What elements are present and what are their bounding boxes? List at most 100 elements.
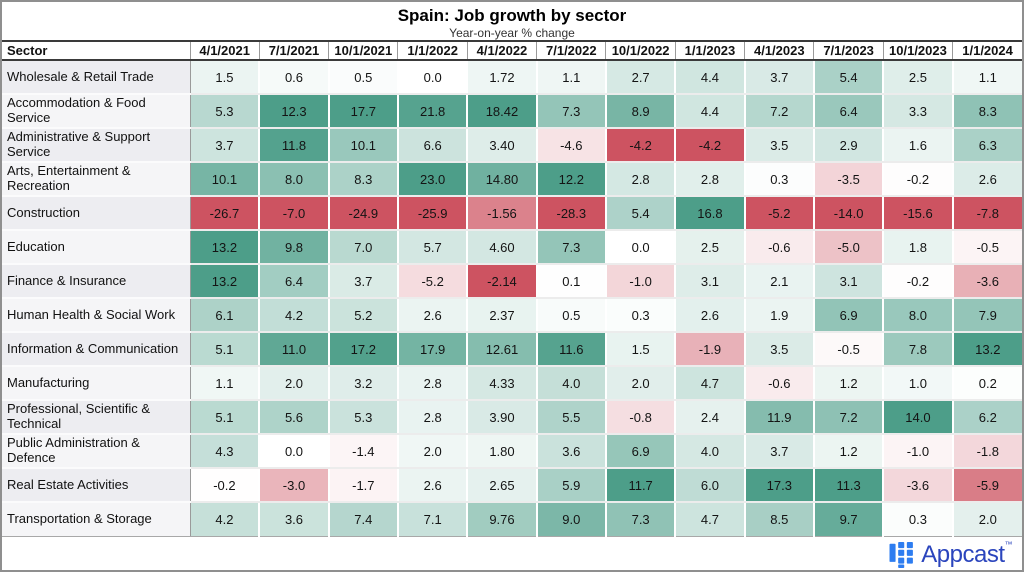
- heatmap-cell: 7.9: [952, 298, 1022, 333]
- row-label-sector: Manufacturing: [2, 366, 191, 401]
- heatmap-cell: 7.3: [536, 94, 607, 129]
- heatmap-cell: 0.3: [605, 298, 677, 333]
- heatmap-cell: 10.1: [190, 162, 261, 197]
- heatmap-cell: 7.2: [813, 400, 885, 435]
- heatmap-cell: 2.6: [397, 298, 469, 333]
- heatmap-cell: 4.0: [675, 434, 746, 469]
- table-row: Manufacturing 1.1 2.0 3.2 2.8 4.33 4.0 2.0 4.7 -0…: [2, 366, 1022, 401]
- heatmap-cell: 8.0: [259, 162, 330, 197]
- heatmap-cell: 2.7: [605, 60, 677, 95]
- heatmap-cell: 2.6: [952, 162, 1022, 197]
- heatmap-cell: 11.9: [744, 400, 815, 435]
- heatmap-cell: 8.3: [952, 94, 1022, 129]
- heatmap-cell: -3.6: [952, 264, 1022, 299]
- heatmap-cell: 4.7: [675, 366, 746, 401]
- heatmap-cell: 2.8: [605, 162, 677, 197]
- heatmap-cell: 3.1: [675, 264, 746, 299]
- heatmap-cell: 3.5: [744, 332, 815, 367]
- page-subtitle: Year-on-year % change: [449, 25, 575, 40]
- table-header: Sector 4/1/2021 7/1/2021 10/1/2021 1/1/2022 4…: [2, 40, 1022, 61]
- heatmap-cell: 0.1: [536, 264, 607, 299]
- heatmap-cell: 1.8: [883, 230, 954, 265]
- heatmap-cell: -4.2: [675, 128, 746, 163]
- heatmap-cell: -1.9: [675, 332, 746, 367]
- heatmap-cell: 0.6: [259, 60, 330, 95]
- heatmap-cell: 9.7: [813, 502, 885, 537]
- heatmap-cell: -0.6: [744, 230, 815, 265]
- heatmap-cell: 11.6: [536, 332, 607, 367]
- heatmap-cell: 5.3: [190, 94, 261, 129]
- table-row: Construction -26.7 -7.0 -24.9 -25.9 -1.56 -28.…: [2, 196, 1022, 231]
- heatmap-cell: 4.3: [190, 434, 261, 469]
- heatmap-cell: 4.2: [190, 502, 261, 537]
- heatmap-cell: 0.0: [397, 60, 469, 95]
- heatmap-cell: 0.3: [883, 502, 954, 537]
- heatmap-cell: 10.1: [328, 128, 399, 163]
- column-header-date: 4/1/2023: [744, 40, 815, 61]
- heatmap-cell: 6.1: [190, 298, 261, 333]
- heatmap-cell: 0.2: [952, 366, 1022, 401]
- heatmap-cell: 5.5: [536, 400, 607, 435]
- heatmap-cell: 4.60: [467, 230, 538, 265]
- heatmap-cell: 12.3: [259, 94, 330, 129]
- heatmap-cell: 13.2: [190, 264, 261, 299]
- heatmap-cell: 6.2: [952, 400, 1022, 435]
- heatmap-cell: 1.80: [467, 434, 538, 469]
- table-row: Finance & Insurance 13.2 6.4 3.7 -5.2 -2.14 0.…: [2, 264, 1022, 299]
- heatmap-cell: 11.8: [259, 128, 330, 163]
- heatmap-cell: 7.8: [883, 332, 954, 367]
- heatmap-cell: -0.2: [883, 264, 954, 299]
- footer: Appcast™: [2, 540, 1022, 570]
- heatmap-cell: 3.1: [813, 264, 885, 299]
- heatmap-cell: 17.7: [328, 94, 399, 129]
- heatmap-cell: 14.80: [467, 162, 538, 197]
- heatmap-cell: -5.9: [952, 468, 1022, 503]
- heatmap-cell: 2.8: [397, 400, 469, 435]
- heatmap-cell: 1.0: [883, 366, 954, 401]
- heatmap-cell: 1.5: [190, 60, 261, 95]
- heatmap-cell: 7.0: [328, 230, 399, 265]
- heatmap-cell: 1.72: [467, 60, 538, 95]
- heatmap-cell: 3.7: [744, 434, 815, 469]
- table-row: Information & Communication 5.1 11.0 17.2 17…: [2, 332, 1022, 367]
- heatmap-cell: -28.3: [536, 196, 607, 231]
- heatmap-cell: 4.2: [259, 298, 330, 333]
- heatmap-cell: 3.90: [467, 400, 538, 435]
- heatmap-cell: -3.5: [813, 162, 885, 197]
- heatmap-cell: 4.4: [675, 60, 746, 95]
- heatmap-cell: -26.7: [190, 196, 261, 231]
- heatmap-cell: 8.3: [328, 162, 399, 197]
- heatmap-cell: -5.2: [744, 196, 815, 231]
- heatmap-cell: -4.6: [536, 128, 607, 163]
- heatmap-cell: 11.0: [259, 332, 330, 367]
- heatmap-cell: 3.7: [190, 128, 261, 163]
- heatmap-cell: -1.4: [328, 434, 399, 469]
- column-header-date: 4/1/2021: [190, 40, 260, 61]
- heatmap-cell: -0.5: [952, 230, 1022, 265]
- column-header-date: 7/1/2023: [813, 40, 884, 61]
- table-row: Transportation & Storage 4.2 3.6 7.4 7.1 9.76…: [2, 502, 1022, 537]
- table-row: Accommodation & Food Service 5.3 12.3 17.7 2…: [2, 94, 1022, 129]
- heatmap-cell: 1.1: [952, 60, 1022, 95]
- heatmap-cell: 12.61: [467, 332, 538, 367]
- heatmap-cell: -5.2: [397, 264, 469, 299]
- column-header-date: 10/1/2023: [883, 40, 954, 61]
- heatmap-cell: 1.2: [813, 434, 885, 469]
- heatmap-cell: 7.2: [744, 94, 815, 129]
- heatmap-cell: 2.0: [605, 366, 677, 401]
- heatmap-cell: 11.3: [813, 468, 885, 503]
- heatmap-cell: -0.6: [744, 366, 815, 401]
- heatmap-cell: 3.6: [536, 434, 607, 469]
- row-label-sector: Construction: [2, 196, 191, 231]
- heatmap-cell: 5.4: [605, 196, 677, 231]
- heatmap-cell: 5.4: [813, 60, 885, 95]
- heatmap-cell: 2.6: [397, 468, 469, 503]
- heatmap-cell: 1.5: [605, 332, 677, 367]
- heatmap-cell: 0.5: [536, 298, 607, 333]
- heatmap-cell: 2.8: [675, 162, 746, 197]
- title-area: Spain: Job growth by sector Year-on-year…: [2, 2, 1022, 40]
- column-header-date: 10/1/2022: [605, 40, 676, 61]
- heatmap-cell: -0.5: [813, 332, 885, 367]
- heatmap-cell: 17.9: [397, 332, 469, 367]
- heatmap-cell: 2.0: [952, 502, 1022, 537]
